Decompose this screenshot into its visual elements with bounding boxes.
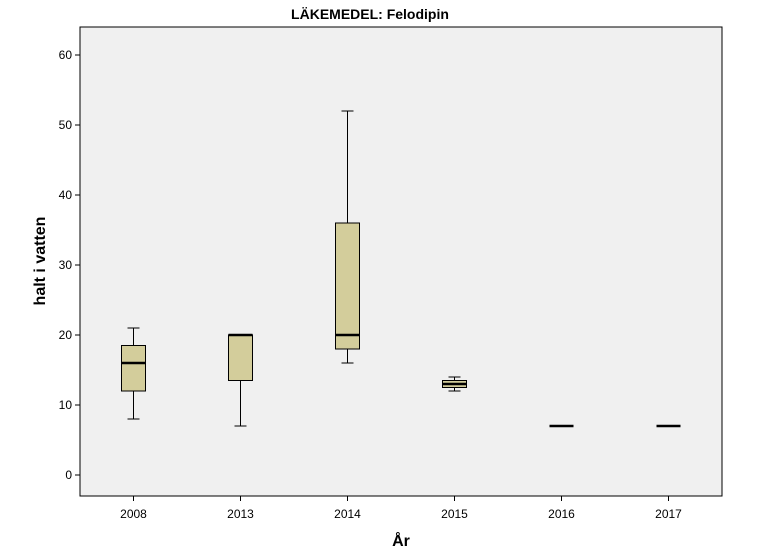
x-tick-label: 2008 [120, 507, 147, 521]
y-axis-label: halt i vatten [32, 217, 49, 306]
x-axis-label: År [392, 531, 410, 550]
x-tick-label: 2016 [548, 507, 575, 521]
box-2014 [335, 110, 360, 364]
box-2015 [442, 376, 467, 392]
x-tick-label: 2015 [441, 507, 468, 521]
x-axis-ticks: 2008 2013 2014 2015 2016 2017 [120, 496, 682, 521]
y-tick-label: 30 [59, 258, 73, 272]
chart-title: LÄKEMEDEL: Felodipin [291, 6, 449, 22]
y-tick-label: 60 [59, 48, 73, 62]
box-iqr [228, 334, 253, 381]
box-iqr [335, 222, 360, 350]
y-tick-label: 50 [59, 118, 73, 132]
box-2008 [121, 327, 146, 420]
x-tick-label: 2017 [655, 507, 682, 521]
box-series [121, 110, 681, 428]
x-tick-label: 2013 [227, 507, 254, 521]
y-axis-ticks: 0 10 20 30 40 50 60 [59, 48, 80, 482]
box-2013 [228, 333, 253, 427]
y-tick-label: 10 [59, 398, 73, 412]
y-tick-label: 40 [59, 188, 73, 202]
plot-area [79, 26, 723, 497]
y-tick-label: 20 [59, 328, 73, 342]
y-tick-label: 0 [65, 468, 72, 482]
box-iqr [121, 345, 146, 392]
x-tick-label: 2014 [334, 507, 361, 521]
